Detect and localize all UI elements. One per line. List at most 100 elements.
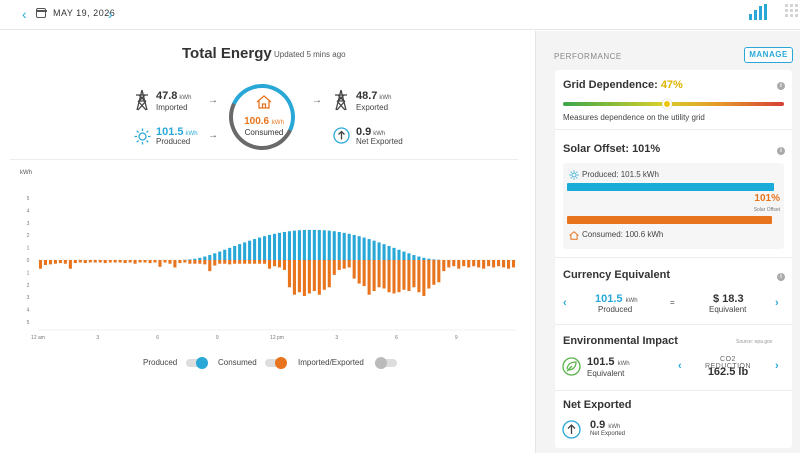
produced-bar <box>287 231 291 260</box>
consumed-bar <box>48 260 52 265</box>
info-icon[interactable]: i <box>777 147 785 155</box>
produced-bar <box>282 231 287 260</box>
produced-bar <box>208 255 212 260</box>
net-exported-title: Net Exported <box>563 399 632 411</box>
equals-sign: = <box>670 298 675 307</box>
y-tick-label: 5 <box>27 196 30 202</box>
consumed-bar <box>158 260 162 267</box>
currency-next-button[interactable]: › <box>775 297 779 309</box>
x-tick-label: 9 <box>455 335 458 341</box>
bar-chart-icon[interactable] <box>749 4 767 20</box>
solar-consumed-label: Consumed: 100.6 kWh <box>582 230 664 239</box>
produced-bar <box>213 253 217 260</box>
grid-view-icon[interactable] <box>785 4 799 20</box>
consumed-bar <box>108 260 112 263</box>
performance-panel: PERFORMANCE MANAGE Grid Dependence: 47% … <box>535 31 800 453</box>
divider <box>555 390 792 391</box>
produced-bar <box>347 233 351 260</box>
produced-bar <box>382 244 386 260</box>
performance-cards: Grid Dependence: 47% i Measures dependen… <box>555 70 792 448</box>
consumed-bar <box>497 260 501 267</box>
imported-exported-toggle[interactable] <box>375 357 397 369</box>
manage-button[interactable]: MANAGE <box>744 47 793 63</box>
sun-icon <box>569 170 579 180</box>
produced-bar <box>302 229 306 260</box>
arrow-right-icon: → <box>208 130 218 141</box>
environmental-value: 101.5 kWh <box>587 356 630 368</box>
arrow-right-icon: → <box>208 95 218 106</box>
consumed-bar <box>312 260 316 291</box>
consumed-bar <box>377 260 381 288</box>
consumed-bar <box>267 260 272 269</box>
net-exported-label: Net Exported <box>356 137 403 146</box>
energy-panel: Total Energy Updated 5 mins ago 47.8 kWh … <box>0 31 535 453</box>
produced-bar <box>248 240 252 260</box>
consumed-value: 100.6 kWh <box>244 116 284 127</box>
consumed-bar <box>253 260 257 264</box>
consumed-bar <box>78 260 82 263</box>
legend-imported-exported-label: Imported/Exported <box>298 358 364 367</box>
produced-bar <box>203 256 207 260</box>
consumed-bar <box>402 260 406 290</box>
produced-bar <box>567 183 774 191</box>
produced-bar <box>188 259 192 260</box>
y-tick-label: 1 <box>27 246 30 252</box>
consumed-bar <box>511 260 516 268</box>
consumed-bar <box>302 260 306 296</box>
produced-bar <box>427 258 431 260</box>
produced-toggle[interactable] <box>186 357 208 369</box>
produced-bar <box>422 257 426 260</box>
produced-bar <box>362 237 366 260</box>
co2-value: 162.5 lb <box>707 366 749 378</box>
divider <box>555 324 792 325</box>
y-tick-label: 3 <box>27 221 30 227</box>
previous-day-button[interactable]: ‹ <box>22 6 27 22</box>
solar-offset-title: Solar Offset: 101% <box>563 143 661 155</box>
produced-bar <box>317 229 321 260</box>
produced-bar <box>352 234 356 260</box>
home-icon <box>569 231 579 240</box>
produced-bar <box>228 247 232 260</box>
energy-bar-chart[interactable]: kWh 0 1 2 3 4 5 1 2 3 4 5 12 am 3 6 9 12 pm 3 6 9 <box>16 166 518 348</box>
consumed-bar <box>258 260 262 264</box>
calendar-icon[interactable] <box>35 8 47 18</box>
produced-bar <box>412 255 416 260</box>
legend-consumed-label: Consumed <box>218 358 257 367</box>
consumed-bar <box>432 260 436 285</box>
sun-icon <box>134 128 151 145</box>
environmental-previous-button[interactable]: ‹ <box>678 360 682 372</box>
consumed-toggle[interactable] <box>265 357 287 369</box>
solar-produced-label: Produced: 101.5 kWh <box>582 170 659 179</box>
info-icon[interactable]: i <box>777 273 785 281</box>
consumed-bar <box>213 260 217 266</box>
produced-bar <box>272 233 277 260</box>
consumed-bar <box>367 260 371 295</box>
next-day-button[interactable]: › <box>108 6 113 22</box>
produced-bar <box>292 230 296 260</box>
home-icon <box>256 95 272 109</box>
info-icon[interactable]: i <box>777 82 785 90</box>
date-label[interactable]: MAY 19, 2026 <box>53 8 116 18</box>
consumed-bar <box>487 260 491 267</box>
consumed-bar <box>198 260 202 264</box>
solar-offset-box: Produced: 101.5 kWh 101% Solar Offset Co… <box>563 163 784 249</box>
environmental-next-button[interactable]: › <box>775 360 779 372</box>
produced-bar <box>392 247 396 260</box>
transmission-tower-icon <box>136 89 148 111</box>
consumed-bar <box>417 260 421 293</box>
currency-previous-button[interactable]: ‹ <box>563 297 567 309</box>
consumed-bar <box>98 260 102 263</box>
produced-bar <box>397 249 401 260</box>
consumed-bar <box>83 260 87 264</box>
consumed-bar <box>322 260 326 290</box>
consumed-bar <box>407 260 411 291</box>
consumed-bar <box>233 260 237 264</box>
produced-bar <box>277 232 282 260</box>
produced-bar <box>253 239 257 260</box>
produced-bar <box>218 251 222 260</box>
consumed-bar <box>73 260 77 264</box>
produced-bar <box>337 231 341 260</box>
consumed-bar <box>223 260 227 264</box>
y-axis-label: kWh <box>20 170 32 176</box>
consumed-bar <box>452 260 456 267</box>
